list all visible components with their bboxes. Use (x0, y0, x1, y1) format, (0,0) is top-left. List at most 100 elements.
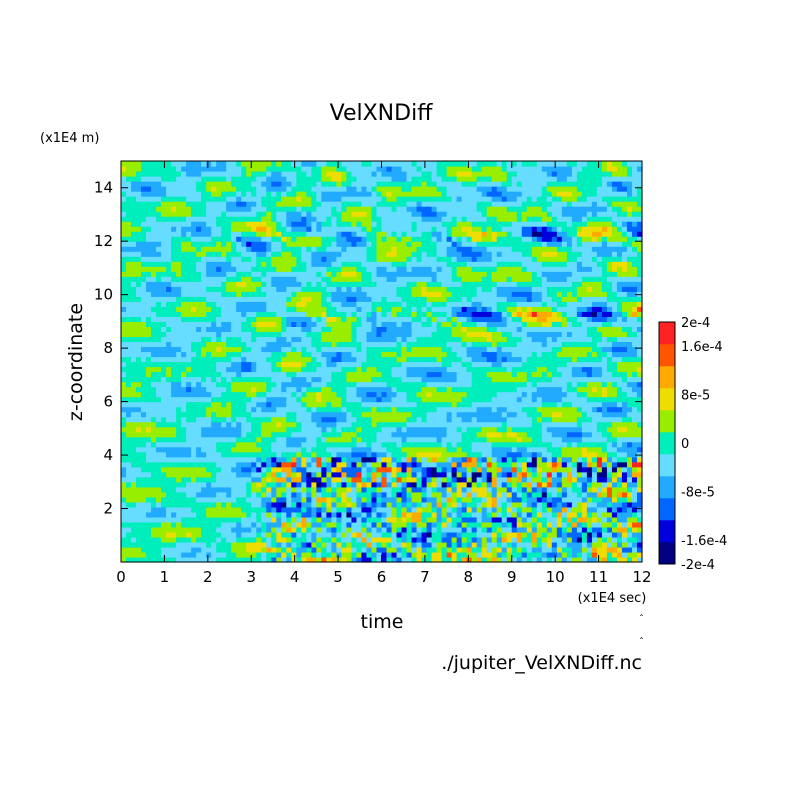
heatmap-cell (431, 411, 438, 418)
heatmap-cell (356, 511, 363, 518)
heatmap-cell (366, 296, 373, 302)
heatmap-cell (161, 206, 167, 212)
heatmap-cell (146, 411, 152, 418)
heatmap-cell (406, 516, 413, 523)
heatmap-cell (391, 251, 398, 257)
heatmap-cell (301, 301, 307, 307)
heatmap-cell (181, 241, 187, 247)
heatmap-cell (356, 476, 363, 483)
heatmap-cell (421, 416, 428, 423)
heatmap-cell (251, 501, 257, 508)
heatmap-cell (191, 371, 197, 378)
heatmap-cell (126, 466, 132, 473)
heatmap-cell (256, 506, 262, 513)
heatmap-cell (136, 551, 142, 558)
heatmap-cell (271, 301, 277, 307)
heatmap-cell (156, 211, 162, 217)
heatmap-cell (206, 326, 212, 333)
heatmap-cell (321, 326, 327, 333)
heatmap-cell (356, 371, 363, 378)
heatmap-cell (266, 446, 272, 453)
heatmap-cell (231, 401, 237, 408)
heatmap-cell (281, 186, 287, 192)
heatmap-cell (191, 281, 197, 287)
heatmap-cell (221, 196, 227, 202)
heatmap-cell (386, 441, 393, 448)
heatmap-cell (301, 331, 307, 338)
heatmap-cell (376, 191, 383, 197)
heatmap-cell (246, 341, 252, 348)
heatmap-cell (271, 381, 277, 388)
heatmap-cell (171, 491, 177, 498)
heatmap-cell (136, 306, 142, 312)
heatmap-cell (376, 531, 383, 538)
heatmap-cell (361, 186, 368, 192)
heatmap-cell (396, 321, 403, 328)
heatmap-cell (426, 256, 433, 262)
heatmap-cell (351, 411, 358, 418)
heatmap-cell (266, 356, 272, 363)
heatmap-cell (131, 416, 137, 423)
heatmap-cell (301, 416, 307, 423)
heatmap-cell (261, 346, 267, 353)
heatmap-cell (156, 556, 162, 563)
heatmap-cell (271, 226, 277, 232)
heatmap-cell (301, 236, 307, 242)
heatmap-cell (216, 161, 222, 167)
heatmap-cell (361, 546, 368, 553)
heatmap-cell (296, 171, 302, 177)
heatmap-cell (251, 251, 257, 257)
heatmap-cell (121, 161, 127, 167)
heatmap-cell (286, 311, 292, 317)
heatmap-cell (266, 221, 272, 227)
heatmap-cell (376, 421, 383, 428)
heatmap-cell (401, 346, 408, 353)
heatmap-cell (316, 426, 322, 433)
heatmap-cell (411, 386, 418, 393)
heatmap-cell (196, 176, 202, 182)
heatmap-cell (321, 231, 327, 237)
heatmap-cell (361, 516, 368, 523)
heatmap-cell (266, 481, 272, 488)
heatmap-cell (126, 421, 132, 428)
heatmap-cell (321, 226, 327, 232)
heatmap-cell (406, 476, 413, 483)
heatmap-cell (316, 521, 322, 528)
heatmap-cell (331, 481, 338, 488)
heatmap-cell (326, 436, 332, 443)
heatmap-cell (186, 541, 192, 548)
heatmap-cell (251, 371, 257, 378)
heatmap-cell (406, 356, 413, 363)
heatmap-cell (216, 191, 222, 197)
heatmap-cell (381, 446, 388, 453)
heatmap-cell (416, 491, 423, 498)
heatmap-cell (196, 456, 202, 463)
heatmap-cell (241, 441, 247, 448)
heatmap-cell (201, 261, 207, 267)
heatmap-cell (316, 431, 322, 438)
heatmap-cell (381, 301, 388, 307)
heatmap-cell (121, 186, 127, 192)
heatmap-cell (386, 486, 393, 493)
heatmap-cell (156, 516, 162, 523)
heatmap-cell (331, 351, 338, 358)
heatmap-cell (186, 306, 192, 312)
heatmap-cell (366, 361, 373, 368)
heatmap-cell (246, 271, 252, 277)
heatmap-cell (201, 276, 207, 282)
heatmap-cell (221, 266, 227, 272)
heatmap-cell (376, 246, 383, 252)
heatmap-cell (371, 466, 378, 473)
heatmap-cell (326, 221, 332, 227)
heatmap-cell (126, 326, 132, 333)
heatmap-cell (311, 481, 317, 488)
heatmap-cell (421, 236, 428, 242)
heatmap-cell (201, 521, 207, 528)
heatmap-cell (376, 386, 383, 393)
heatmap-cell (166, 341, 172, 348)
heatmap-cell (196, 541, 202, 548)
heatmap-cell (331, 231, 338, 237)
heatmap-cell (381, 286, 388, 292)
heatmap-cell (416, 201, 423, 207)
heatmap-cell (286, 466, 292, 473)
